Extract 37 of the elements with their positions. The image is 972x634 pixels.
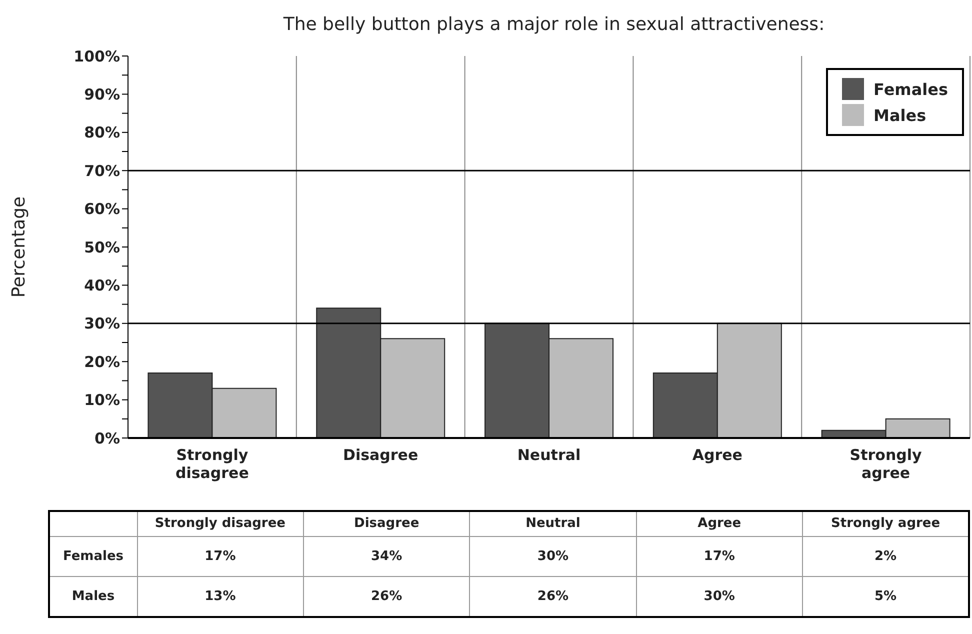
y-tick-label: 50% [84, 238, 120, 256]
data-label: 2% [802, 536, 969, 576]
y-tick-label: 0% [94, 429, 120, 448]
category-label: Disagree [354, 516, 420, 531]
y-tick-label: 90% [84, 86, 120, 104]
text: Females [63, 549, 124, 564]
category-label: Strongly agree [831, 516, 940, 531]
data-label: 5% [802, 576, 969, 616]
data-label: 30% [470, 536, 636, 576]
x-tick-label: Disagree [343, 446, 418, 464]
x-tick-label: Neutral [517, 446, 581, 464]
legend-label: Males [872, 104, 928, 126]
category-label: Strongly disagree [154, 516, 286, 531]
x-tick-label: Strongly disagree [175, 446, 249, 482]
y-tick-label: 100% [74, 47, 120, 66]
x-tick-label: Strongly agree [850, 446, 922, 482]
category-label: Agree [698, 516, 742, 531]
data-label: 26% [303, 576, 470, 616]
data-label: 34% [303, 536, 470, 576]
data-label: 17% [137, 536, 304, 576]
y-axis-title: Percentage [8, 196, 30, 298]
legend-label: Females [872, 78, 948, 100]
category-label: Neutral [526, 516, 580, 531]
y-tick-label: 20% [84, 352, 120, 371]
data-label: 17% [636, 536, 803, 576]
data-label: 30% [636, 576, 803, 616]
chart-title: The belly button plays a major role in sexual attractiveness: [282, 14, 826, 35]
text: Males [72, 588, 115, 604]
y-tick-label: 80% [84, 124, 120, 142]
y-tick-label: 30% [84, 314, 120, 333]
data-label: 13% [137, 576, 304, 616]
y-tick-label: 40% [84, 276, 120, 295]
y-tick-label: 70% [84, 162, 120, 180]
y-tick-label: 10% [84, 391, 120, 410]
data-label: 26% [470, 576, 636, 616]
x-tick-label: Agree [692, 446, 742, 464]
y-tick-label: 60% [84, 200, 120, 218]
